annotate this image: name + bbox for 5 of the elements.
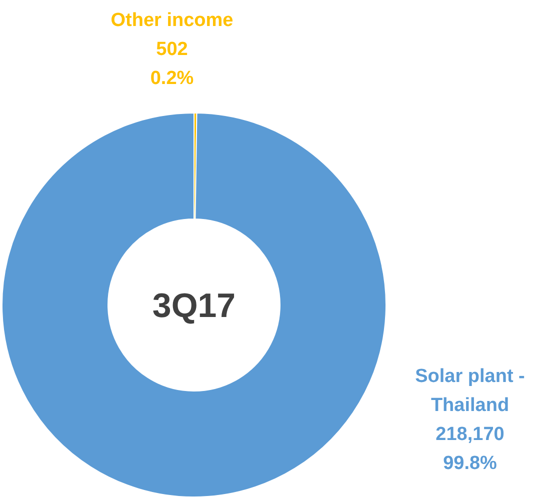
data-label: 502 0.2%: [150, 39, 194, 89]
data-label: 218,170 99.8%: [436, 424, 504, 474]
slice-label: Solar plant - Thailand: [415, 366, 525, 416]
text: 3Q17: [152, 287, 236, 325]
slice-label: Other income: [110, 10, 234, 31]
